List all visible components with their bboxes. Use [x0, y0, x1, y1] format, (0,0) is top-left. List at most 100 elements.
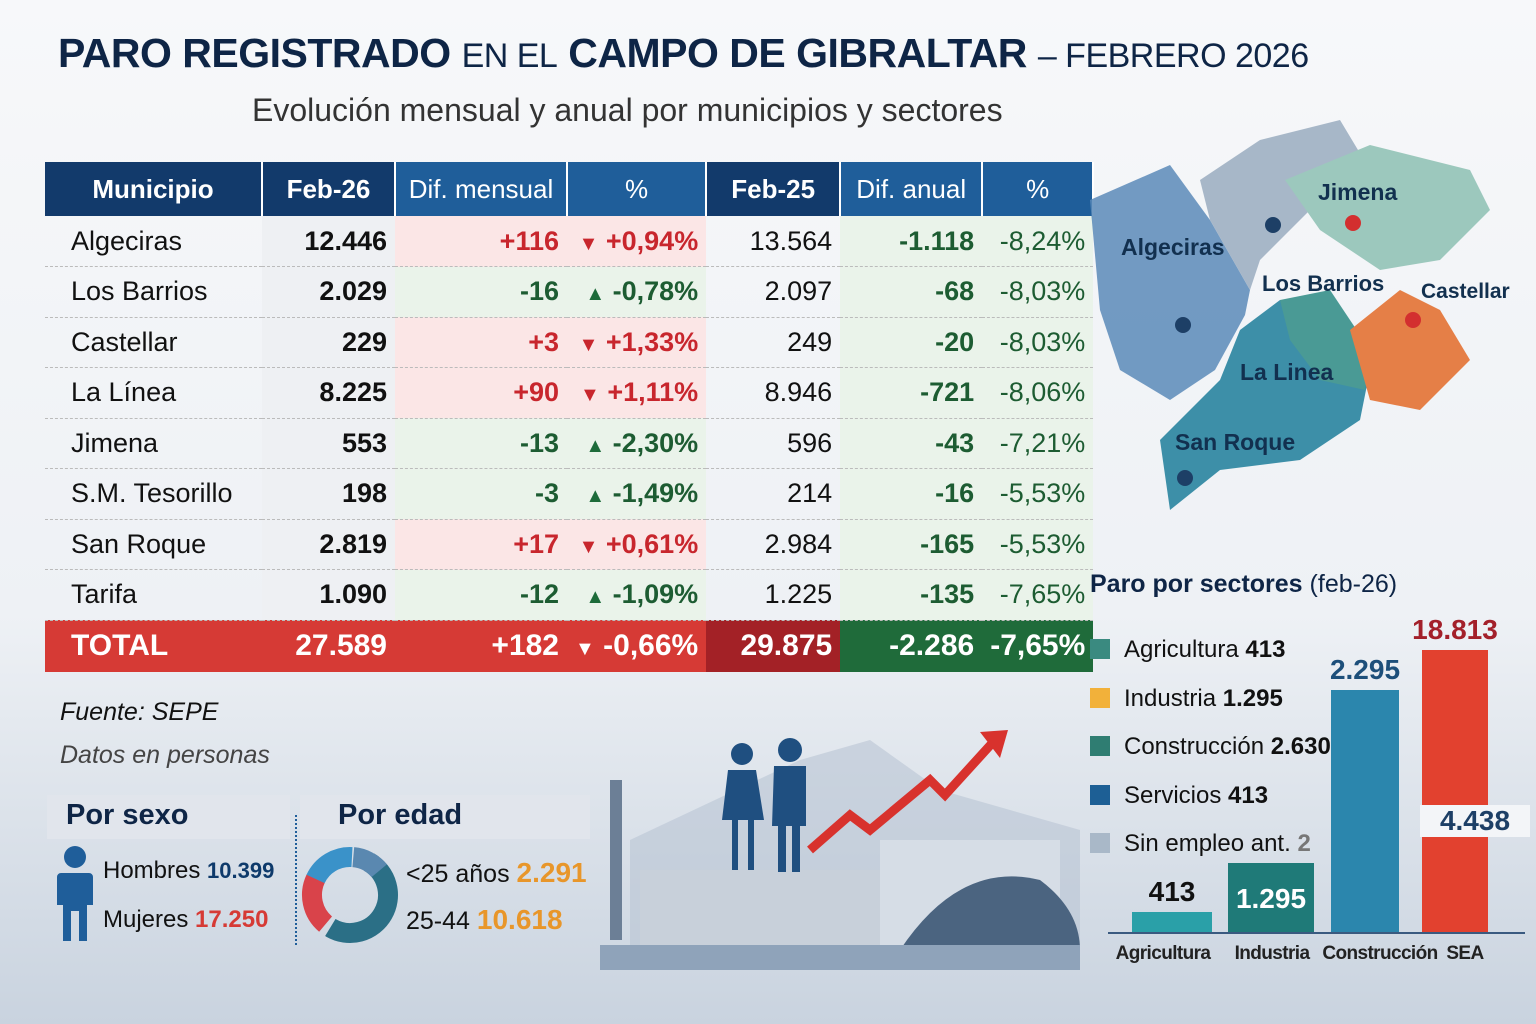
- cell-dif_m: -12: [395, 569, 567, 621]
- cell-pct_m: ▼ +1,33%: [567, 317, 707, 368]
- table-row: Los Barrios 2.029 -16 ▲ -0,78% 2.097 -68 -8,03…: [45, 266, 1094, 318]
- cell-feb26: 12.446: [262, 216, 395, 267]
- col-header: %: [982, 162, 1095, 216]
- municipios-map: [1090, 120, 1490, 510]
- cell-feb25: 29.875: [706, 620, 841, 672]
- cell-text: Tarifa: [71, 579, 138, 610]
- cell-text: 1.225: [764, 579, 833, 610]
- donut-segment: [302, 847, 398, 943]
- triangle-down-icon: ▼: [575, 638, 595, 661]
- cell-text: 12.446: [304, 225, 387, 256]
- cell-text: 2.819: [319, 528, 387, 559]
- map-marker: [1265, 217, 1281, 233]
- source-value: SEPE: [151, 698, 219, 726]
- cell-text: -2,30%: [612, 427, 699, 458]
- cell-text: -8,03%: [999, 326, 1086, 357]
- legend-label: Construcción: [1124, 733, 1265, 760]
- title-part: – FEBRERO 2026: [1037, 37, 1309, 75]
- edad-title: Por edad: [338, 799, 463, 831]
- person-icon: [57, 846, 93, 941]
- cell-text: -1.118: [899, 225, 975, 256]
- map-label: Algeciras: [1121, 234, 1225, 260]
- cell-pct_a: -8,03%: [982, 317, 1094, 368]
- cell-text: -7,65%: [990, 629, 1086, 663]
- map-label: Jimena: [1318, 179, 1398, 205]
- cell-text: TOTAL: [71, 629, 169, 663]
- cell-text: +90: [513, 377, 559, 408]
- x-tick-label: SEA: [1446, 943, 1484, 964]
- cell-text: Jimena: [71, 427, 159, 458]
- cell-feb25: 2.097: [706, 266, 841, 318]
- page-subtitle: Evolución mensual y anual por municipios…: [252, 92, 1003, 128]
- cell-pct_m: ▼ +0,94%: [567, 216, 707, 267]
- cell-text: -721: [920, 377, 975, 408]
- cell-text: -135: [920, 579, 975, 610]
- cell-municipio: Algeciras: [45, 216, 262, 267]
- legend-swatch: [1090, 639, 1110, 659]
- cell-feb25: 1.225: [706, 569, 841, 621]
- cell-pct_a: -8,03%: [982, 266, 1094, 318]
- mujeres-row: Mujeres 17.250: [103, 906, 268, 934]
- cell-text: 2.029: [319, 276, 387, 307]
- cell-text: La Línea: [71, 377, 177, 408]
- cell-text: -0,66%: [603, 629, 699, 663]
- donut-segment: [302, 847, 398, 943]
- cell-pct_m: ▲ -1,09%: [567, 569, 707, 621]
- hombres-row: Hombres 10.399: [103, 857, 274, 885]
- cell-municipio: San Roque: [45, 519, 262, 570]
- title-part: CAMPO DE GIBRALTAR: [568, 30, 1027, 76]
- bar: [1422, 650, 1488, 932]
- triangle-up-icon: ▲: [585, 434, 606, 457]
- cell-dif_a: -135: [840, 569, 983, 621]
- bar-value-label: 2.295: [1329, 654, 1401, 685]
- col-header: Dif. mensual: [395, 162, 568, 216]
- cell-text: 249: [787, 326, 833, 357]
- cell-text: 8.946: [764, 377, 833, 408]
- title-part: PARO REGISTRADO: [58, 30, 451, 76]
- cell-feb25: 13.564: [706, 216, 841, 267]
- cell-feb26: 553: [262, 418, 395, 469]
- table-row: S.M. Tesorillo 198 -3 ▲ -1,49% 214 -16 -5,53%: [45, 468, 1094, 520]
- cell-text: +182: [491, 629, 559, 663]
- bar-value-label: 413: [1148, 876, 1196, 907]
- cell-text: 1.090: [319, 579, 387, 610]
- cell-feb26: 27.589: [262, 620, 395, 672]
- cell-text: -7,21%: [999, 427, 1086, 458]
- edad-header-band: [300, 795, 590, 839]
- cell-text: -165: [920, 528, 975, 559]
- legend-item: Construcción 2.630: [1090, 733, 1331, 761]
- age-donut: [302, 847, 398, 943]
- hombres-value: 10.399: [207, 858, 275, 883]
- age-value: 10.618: [476, 904, 563, 935]
- cell-text: -0,78%: [612, 276, 699, 307]
- source-note: Fuente: SEPE: [60, 698, 218, 727]
- cell-municipio: La Línea: [45, 367, 262, 419]
- cell-pct_a: -7,21%: [982, 418, 1094, 469]
- cell-text: 198: [341, 478, 387, 509]
- col-header: Dif. anual: [840, 162, 984, 216]
- triangle-up-icon: ▲: [585, 586, 606, 609]
- col-header: Municipio: [45, 162, 263, 216]
- cell-feb25: 8.946: [706, 367, 841, 419]
- map-marker: [1405, 312, 1421, 328]
- cell-text: 29.875: [740, 629, 833, 663]
- legend-label: Servicios: [1124, 781, 1222, 809]
- triangle-down-icon: ▼: [578, 535, 599, 558]
- cell-dif_a: -165: [840, 519, 983, 570]
- cell-dif_m: +116: [395, 216, 567, 267]
- cell-text: -43: [935, 427, 975, 458]
- cell-text: +0,61%: [605, 528, 699, 559]
- sectors-title: Paro por sectores (feb-26): [1090, 570, 1397, 599]
- cell-pct_m: ▼ +0,61%: [567, 519, 707, 570]
- cell-pct_a: -7,65%: [982, 620, 1094, 672]
- port-illustration: [600, 730, 1080, 970]
- chart-subtitle: (feb-26): [1309, 570, 1398, 598]
- table-row: Castellar 229 +3 ▼ +1,33% 249 -20 -8,03%: [45, 317, 1094, 368]
- cell-dif_m: -13: [395, 418, 567, 469]
- cell-text: -7,65%: [999, 579, 1086, 610]
- cell-feb25: 2.984: [706, 519, 841, 570]
- map-region-jimena: [1285, 145, 1490, 270]
- cell-text: +3: [528, 326, 559, 357]
- x-tick-label: Industria: [1234, 943, 1310, 964]
- legend-item: Sin empleo ant. 2: [1090, 830, 1311, 858]
